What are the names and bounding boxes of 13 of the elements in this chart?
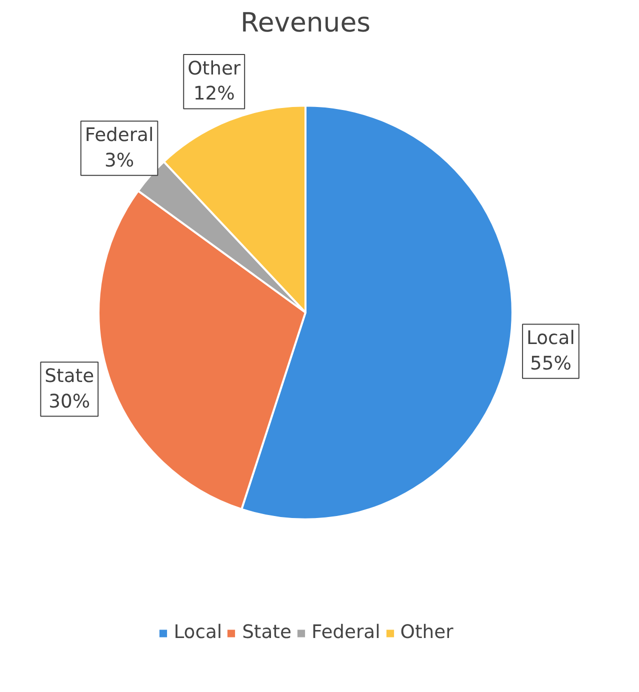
slice-label: Federal [84,125,154,146]
slice-label: Local [526,328,575,350]
chart-title: Revenues [240,8,370,38]
slice-label: State [44,366,94,388]
legend-label: Local [174,622,222,643]
data-label: 55% [530,353,572,374]
legend-label: State [242,622,292,643]
data-label: 3% [104,150,134,172]
slice-label: Other [188,58,241,80]
legend-label: Other [400,622,454,643]
data-label: 30% [48,391,90,412]
legend-label: Federal [311,622,380,643]
data-label: 12% [193,84,235,105]
